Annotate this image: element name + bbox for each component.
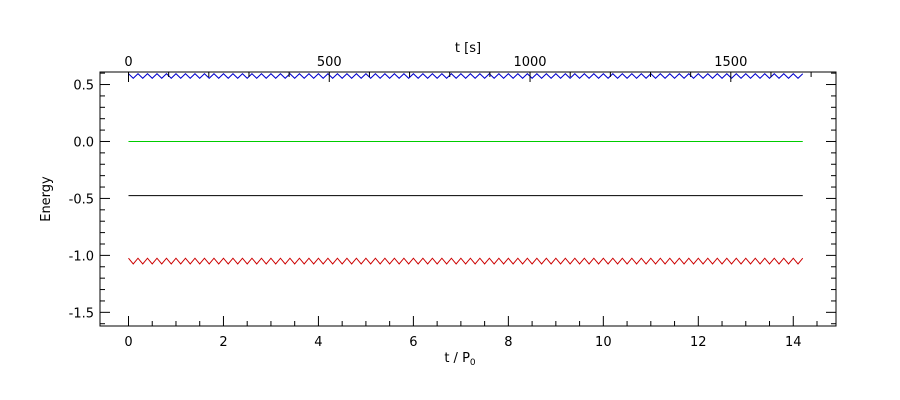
plot-frame: [99, 71, 837, 327]
top-x-tick-label: 500: [317, 55, 342, 70]
x-axis-title: t / P0: [444, 351, 476, 368]
x-tick-label: 2: [219, 335, 227, 350]
top-x-tick-label: 0: [124, 55, 132, 70]
series-line-1: [128, 73, 804, 79]
x-axis-title-subscript: 0: [470, 358, 476, 368]
y-axis-title: Energy: [39, 176, 54, 222]
y-tick-label: 0.0: [73, 135, 94, 150]
top-x-tick-label: 1500: [714, 55, 747, 70]
top-x-tick-label: 1000: [513, 55, 546, 70]
x-tick-label: 4: [314, 335, 322, 350]
x-tick-label: 0: [124, 335, 132, 350]
x-tick-label: 6: [409, 335, 417, 350]
tick-labels-layer: 0 2 4 6 8 10 12 14 0 500 1000 1500 0.5 0.0 -0.5 -1.0 -1.…: [69, 55, 802, 350]
x-tick-label: 12: [690, 335, 707, 350]
y-tick-label: -1.5: [69, 306, 94, 321]
series-layer: [128, 73, 804, 265]
y-tick-label: 0.5: [73, 79, 94, 94]
y-tick-label: -1.0: [69, 249, 94, 264]
x-tick-label: 8: [504, 335, 512, 350]
x-tick-label: 10: [595, 335, 612, 350]
y-tick-label: -0.5: [69, 192, 94, 207]
ticks-layer: [100, 72, 836, 326]
x-tick-label: 14: [785, 335, 802, 350]
top-x-axis-title: t [s]: [455, 41, 481, 56]
series-line-4: [128, 257, 804, 265]
